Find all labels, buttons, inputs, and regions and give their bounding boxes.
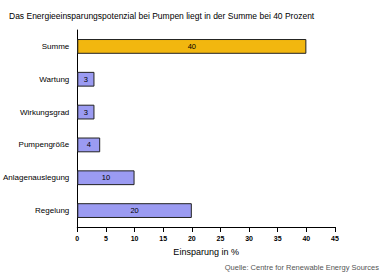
svg-text:Anlagenauslegung: Anlagenauslegung [3,173,69,182]
svg-text:0: 0 [75,235,79,242]
svg-text:35: 35 [274,235,282,242]
svg-text:40: 40 [302,235,310,242]
svg-text:3: 3 [84,75,88,84]
svg-text:20: 20 [130,206,138,215]
svg-text:Einsparung in %: Einsparung in % [173,247,239,257]
svg-text:Quelle: Centre for Renewable E: Quelle: Centre for Renewable Energy Sour… [225,263,379,272]
svg-text:Summe: Summe [42,42,70,51]
svg-text:30: 30 [245,235,253,242]
svg-text:4: 4 [87,140,91,149]
svg-text:Regelung: Regelung [35,206,69,215]
svg-text:Pumpengröße: Pumpengröße [19,140,70,149]
svg-text:Wirkungsgrad: Wirkungsgrad [20,108,69,117]
svg-text:Wartung: Wartung [39,75,69,84]
svg-text:45: 45 [331,235,339,242]
svg-text:5: 5 [104,235,108,242]
svg-text:15: 15 [159,235,167,242]
svg-text:40: 40 [188,42,196,51]
svg-text:20: 20 [188,235,196,242]
svg-text:3: 3 [84,108,88,117]
svg-text:25: 25 [217,235,225,242]
svg-text:10: 10 [102,173,110,182]
svg-text:10: 10 [131,235,139,242]
svg-text:Das Energieeinsparungspotenzia: Das Energieeinsparungspotenzial bei Pump… [9,11,315,21]
